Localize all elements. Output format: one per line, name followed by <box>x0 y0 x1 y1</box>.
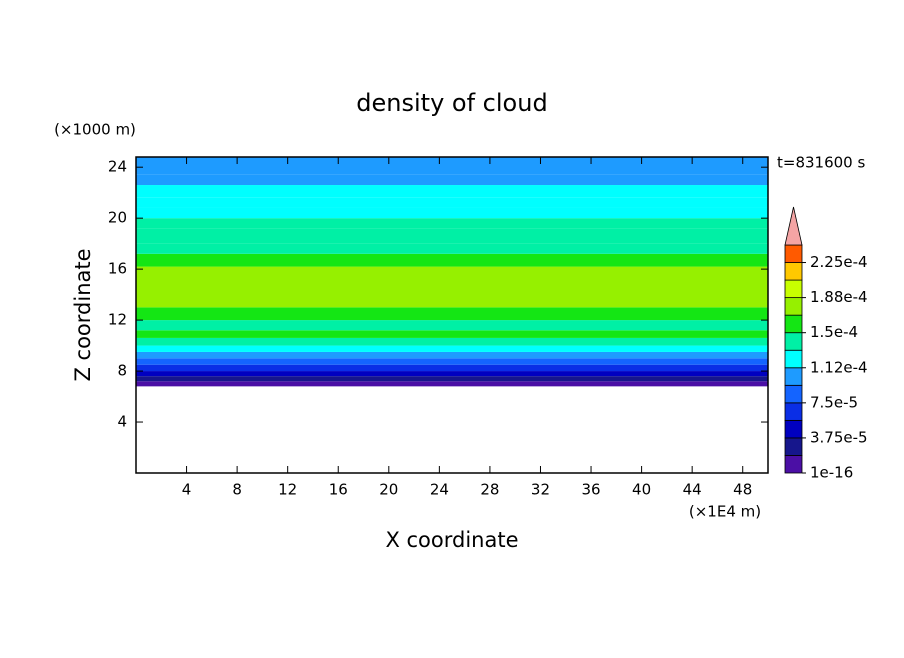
y-tick-label: 8 <box>117 362 127 380</box>
contour-band <box>136 337 768 346</box>
x-tick-label: 48 <box>733 481 752 499</box>
colorbar-tick-label: 1.12e-4 <box>810 358 868 376</box>
colorbar-tick-label: 1.88e-4 <box>810 288 868 306</box>
colorbar-box <box>784 244 803 263</box>
x-axis-label: X coordinate <box>385 528 518 552</box>
chart-title: density of cloud <box>356 89 547 117</box>
x-tick-label: 28 <box>480 481 499 499</box>
plot-frame <box>135 156 769 474</box>
x-tick-label: 32 <box>531 481 550 499</box>
x-tick-label: 40 <box>632 481 651 499</box>
colorbar-box <box>784 402 803 421</box>
x-unit: (×1E4 m) <box>689 503 761 521</box>
contour-band <box>136 218 768 229</box>
x-tick-label: 24 <box>430 481 449 499</box>
colorbar-box <box>784 314 803 334</box>
contour-band <box>136 351 768 359</box>
contour-band <box>136 266 768 308</box>
contour-band <box>136 381 768 387</box>
x-tick-label: 20 <box>379 481 398 499</box>
colorbar-box <box>784 367 803 386</box>
contour-band <box>136 320 768 331</box>
x-tick-label: 44 <box>683 481 702 499</box>
contour-band <box>136 358 768 365</box>
x-tick-label: 8 <box>232 481 242 499</box>
colorbar-tick-label: 2.25e-4 <box>810 253 868 271</box>
y-tick-label: 20 <box>108 209 127 227</box>
colorbar-box <box>784 349 803 369</box>
x-tick-label: 16 <box>329 481 348 499</box>
x-tick-label: 12 <box>278 481 297 499</box>
time-annotation: t=831600 s <box>777 154 865 172</box>
y-tick-label: 4 <box>117 413 127 431</box>
contour-band <box>136 185 768 198</box>
colorbar-box <box>784 279 803 299</box>
y-axis-label: Z coordinate <box>71 248 95 381</box>
contour-band <box>136 364 768 372</box>
colorbar-box <box>784 297 803 316</box>
x-tick-label: 36 <box>581 481 600 499</box>
colorbar-box <box>784 262 803 281</box>
x-tick-label: 4 <box>182 481 192 499</box>
contour-band <box>136 376 768 382</box>
contour-band <box>136 228 768 244</box>
colorbar-box <box>784 384 803 404</box>
contour-band <box>136 253 768 267</box>
colorbar-tick-label: 3.75e-5 <box>810 428 868 446</box>
colorbar-box <box>784 437 803 456</box>
contour-band <box>136 197 768 208</box>
contour-band <box>136 207 768 219</box>
y-tick-label: 24 <box>108 158 127 176</box>
colorbar-extend <box>784 206 803 246</box>
contour-band <box>136 345 768 352</box>
colorbar-tick-label: 1.5e-4 <box>810 323 858 341</box>
colorbar-box <box>784 419 803 439</box>
colorbar-box <box>784 455 803 474</box>
contour-band <box>136 330 768 338</box>
y-tick-label: 16 <box>108 260 127 278</box>
colorbar-tick-label: 1e-16 <box>810 464 853 482</box>
contour-band <box>136 371 768 377</box>
contour-band <box>136 307 768 321</box>
colorbar-box <box>784 332 803 351</box>
colorbar-tick-label: 7.5e-5 <box>810 393 858 411</box>
y-tick-label: 12 <box>108 311 127 329</box>
contour-band <box>136 157 768 175</box>
contour-band <box>136 174 768 186</box>
y-unit: (×1000 m) <box>54 121 136 139</box>
contour-band <box>136 243 768 254</box>
